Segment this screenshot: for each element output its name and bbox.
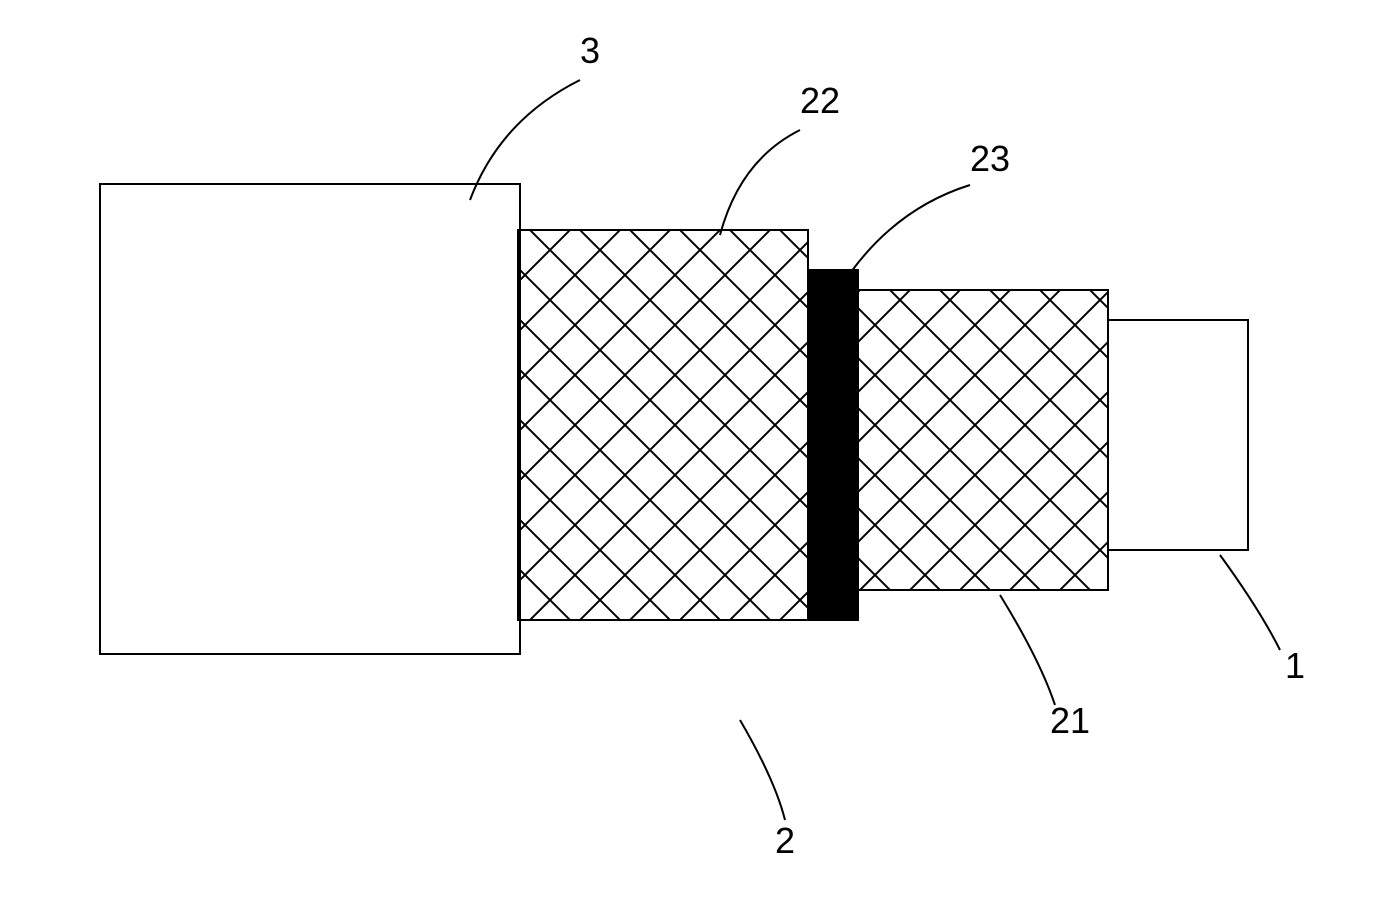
diagram-canvas: [0, 0, 1375, 899]
block-23: [808, 270, 858, 620]
block-3: [100, 184, 520, 654]
block-22: [518, 230, 808, 620]
label-1: 1: [1285, 645, 1305, 687]
label-2: 2: [775, 820, 795, 862]
callout-curve-3: [470, 80, 580, 200]
callout-curve-2: [740, 720, 785, 820]
callout-curve-1: [1220, 555, 1280, 650]
callout-curve-23: [840, 185, 970, 288]
callout-curve-21: [1000, 595, 1055, 705]
label-23: 23: [970, 138, 1010, 180]
label-3: 3: [580, 30, 600, 72]
block-1: [1108, 320, 1248, 550]
label-21: 21: [1050, 700, 1090, 742]
callout-curve-22: [720, 130, 800, 235]
label-22: 22: [800, 80, 840, 122]
block-21: [858, 290, 1108, 590]
